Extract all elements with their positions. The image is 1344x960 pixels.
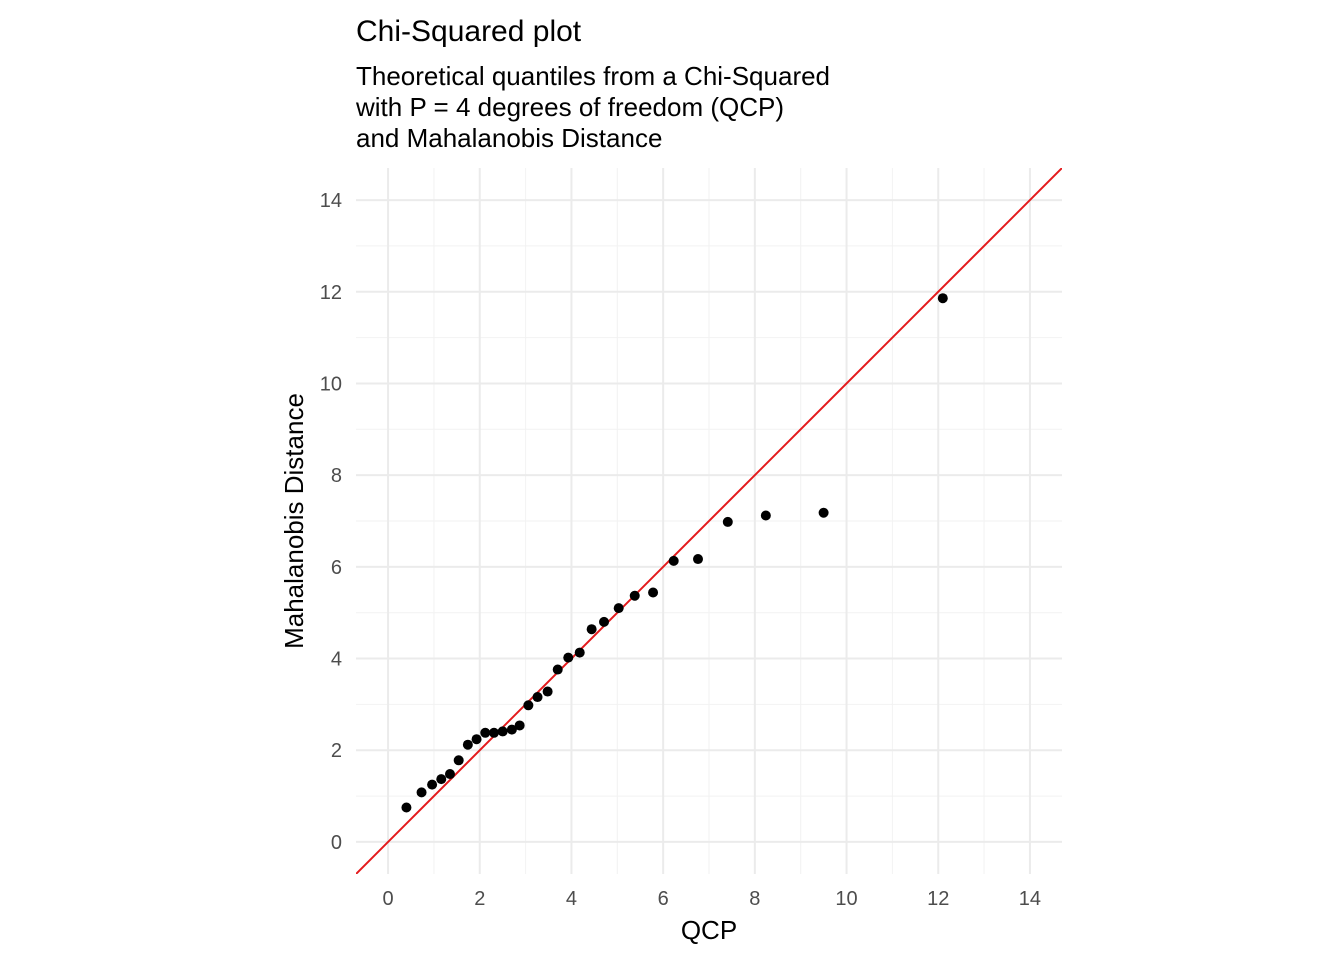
data-point: [599, 616, 610, 627]
data-point: [488, 727, 499, 738]
data-point: [648, 587, 659, 598]
x-tick-label: 0: [383, 888, 394, 910]
x-axis-title: QCP: [681, 915, 737, 945]
y-tick-label: 10: [320, 373, 342, 395]
data-point: [506, 724, 517, 735]
data-point: [416, 787, 427, 798]
y-tick-label: 4: [331, 649, 342, 671]
data-point: [542, 686, 553, 697]
y-tick-label: 8: [331, 465, 342, 487]
y-tick-label: 12: [320, 282, 342, 304]
x-tick-label: 6: [658, 888, 669, 910]
x-tick-label: 10: [835, 888, 857, 910]
data-point: [574, 647, 585, 658]
data-point: [480, 727, 491, 738]
data-point: [453, 755, 464, 766]
y-tick-label: 6: [331, 557, 342, 579]
data-point: [818, 507, 829, 518]
data-point: [436, 774, 447, 785]
data-point: [937, 293, 948, 304]
plot-data: [356, 168, 1062, 874]
data-point: [692, 554, 703, 565]
x-tick-label: 2: [474, 888, 485, 910]
y-tick-label: 14: [320, 190, 342, 212]
data-point: [523, 700, 534, 711]
x-tick-label: 4: [566, 888, 577, 910]
data-point: [613, 603, 624, 614]
chart-subtitle-line-1: Theoretical quantiles from a Chi-Squared: [356, 61, 830, 91]
chart-subtitle-line-3: and Mahalanobis Distance: [356, 123, 662, 153]
y-tick-label: 2: [331, 740, 342, 762]
data-point: [427, 779, 438, 790]
x-tick-label: 14: [1019, 888, 1041, 910]
y-tick-label: 0: [331, 832, 342, 854]
data-point: [552, 664, 563, 675]
x-tick-label: 12: [927, 888, 949, 910]
data-point: [444, 769, 455, 780]
y-axis-title: Mahalanobis Distance: [279, 393, 309, 649]
data-point: [668, 555, 679, 566]
data-point: [722, 516, 733, 527]
grid-lines: [356, 168, 1062, 874]
data-point: [497, 726, 508, 737]
tick-labels: 0 2 4 6 8 10 12 14 0 2 4 6 8 10 12 14: [320, 190, 1041, 910]
data-point: [514, 720, 525, 731]
data-point: [629, 590, 640, 601]
chart-title: Chi-Squared plot: [356, 15, 582, 48]
data-point: [586, 624, 597, 635]
reference-line: [356, 168, 1062, 874]
x-tick-label: 8: [749, 888, 760, 910]
data-point: [563, 652, 574, 663]
data-point: [462, 739, 473, 750]
chart-subtitle-line-2: with P = 4 degrees of freedom (QCP): [355, 92, 784, 122]
data-point: [471, 734, 482, 745]
data-point: [401, 802, 412, 813]
data-point: [760, 510, 771, 521]
data-point: [532, 692, 543, 703]
